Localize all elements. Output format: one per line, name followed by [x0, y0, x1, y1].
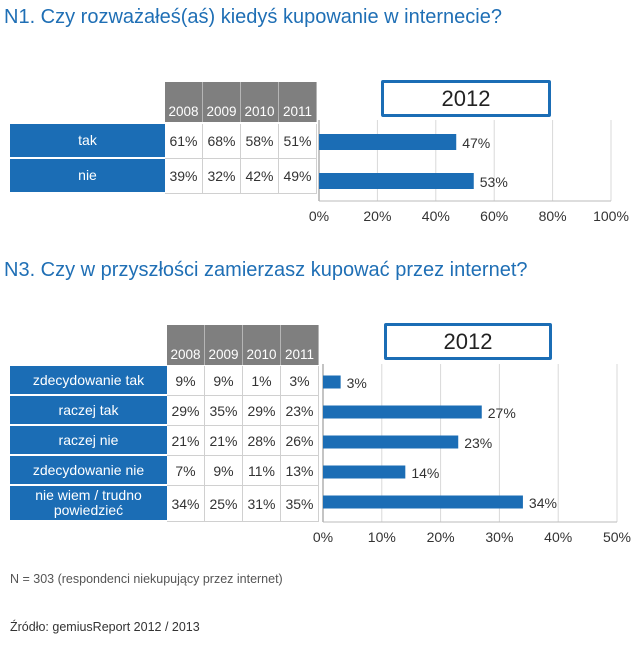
n3-year-box: 2012 — [384, 323, 552, 360]
x-tick-label: 60% — [480, 208, 508, 224]
n3-cell: 23% — [281, 396, 319, 426]
n3-title: N3. Czy w przyszłości zamierzasz kupować… — [4, 259, 528, 281]
n1-bar-chart: 47% 53% 0% 20% 40% 60% 80% 100% — [309, 120, 629, 224]
x-tick-label: 0% — [313, 529, 333, 545]
n3-cell: 9% — [205, 456, 243, 486]
data-label: 47% — [462, 135, 490, 151]
n1-cell: 42% — [241, 159, 279, 194]
n3-cell: 35% — [281, 486, 319, 522]
n3-cell: 9% — [205, 366, 243, 396]
n3-cell: 31% — [243, 486, 281, 522]
n3-cell: 29% — [167, 396, 205, 426]
n1-row-label-nie: nie — [10, 159, 165, 194]
n3-cell: 29% — [243, 396, 281, 426]
n1-cell: 32% — [203, 159, 241, 194]
n3-row-label-zdecydowanie-nie: zdecydowanie nie — [10, 456, 167, 486]
n3-cell: 1% — [243, 366, 281, 396]
x-tick-label: 10% — [368, 529, 396, 545]
x-tick-label: 0% — [309, 208, 329, 224]
n3-cell: 35% — [205, 396, 243, 426]
n3-year-header-2008: 2008 — [167, 325, 205, 365]
bar-zdecydowanie-tak — [323, 375, 341, 389]
n1-cell: 61% — [165, 124, 203, 159]
data-label: 53% — [480, 174, 508, 190]
n3-row-label-raczej-nie: raczej nie — [10, 426, 167, 456]
n1-cell: 58% — [241, 124, 279, 159]
n3-row-label-nie-wiem: nie wiem / trudno powiedzieć — [10, 486, 167, 522]
n3-cell: 3% — [281, 366, 319, 396]
n3-cell: 34% — [167, 486, 205, 522]
x-tick-label: 100% — [593, 208, 629, 224]
n3-cell: 21% — [167, 426, 205, 456]
data-label: 23% — [464, 435, 492, 451]
n3-cell: 9% — [167, 366, 205, 396]
n3-cell: 7% — [167, 456, 205, 486]
data-label: 27% — [488, 405, 516, 421]
n1-cell: 51% — [279, 124, 317, 159]
n1-cell: 49% — [279, 159, 317, 194]
sample-size-note: N = 303 (respondenci niekupujący przez i… — [10, 572, 283, 586]
n3-cell: 13% — [281, 456, 319, 486]
x-tick-label: 50% — [603, 529, 631, 545]
n1-year-header-2009: 2009 — [203, 82, 241, 122]
n3-year-header-2010: 2010 — [243, 325, 281, 365]
n1-cell: 68% — [203, 124, 241, 159]
n3-cell: 21% — [205, 426, 243, 456]
data-label: 14% — [411, 465, 439, 481]
n1-year-box: 2012 — [381, 80, 551, 117]
x-tick-label: 20% — [427, 529, 455, 545]
n1-cell: 39% — [165, 159, 203, 194]
n3-row-label-zdecydowanie-tak: zdecydowanie tak — [10, 366, 167, 396]
bar-zdecydowanie-nie — [323, 465, 406, 479]
bar-tak — [319, 134, 457, 150]
n3-cell: 25% — [205, 486, 243, 522]
n1-year-header-2010: 2010 — [241, 82, 279, 122]
source-note: Źródło: gemiusReport 2012 / 2013 — [10, 620, 200, 634]
x-tick-label: 30% — [485, 529, 513, 545]
x-tick-label: 80% — [539, 208, 567, 224]
n1-title: N1. Czy rozważałeś(aś) kiedyś kupowanie … — [4, 6, 502, 28]
n3-bar-chart: 3% 27% 23% 14% 34% 0% 10% 20% 30% 40% 50% — [313, 364, 631, 545]
bar-nie-wiem-trudno-powiedzie- — [323, 495, 523, 509]
n3-row-label-raczej-tak: raczej tak — [10, 396, 167, 426]
n3-year-header-2011: 2011 — [281, 325, 319, 365]
n3-cell: 28% — [243, 426, 281, 456]
n3-cell: 11% — [243, 456, 281, 486]
bar-nie — [319, 173, 474, 189]
n3-cell: 26% — [281, 426, 319, 456]
bar-raczej-nie — [323, 435, 459, 449]
data-label: 3% — [347, 375, 367, 391]
x-tick-label: 40% — [544, 529, 572, 545]
n1-row-label-tak: tak — [10, 124, 165, 159]
n3-year-header-2009: 2009 — [205, 325, 243, 365]
n1-year-header-2008: 2008 — [165, 82, 203, 122]
data-label: 34% — [529, 495, 557, 511]
bar-raczej-tak — [323, 405, 482, 419]
x-tick-label: 40% — [422, 208, 450, 224]
x-tick-label: 20% — [363, 208, 391, 224]
n1-year-header-2011: 2011 — [279, 82, 317, 122]
